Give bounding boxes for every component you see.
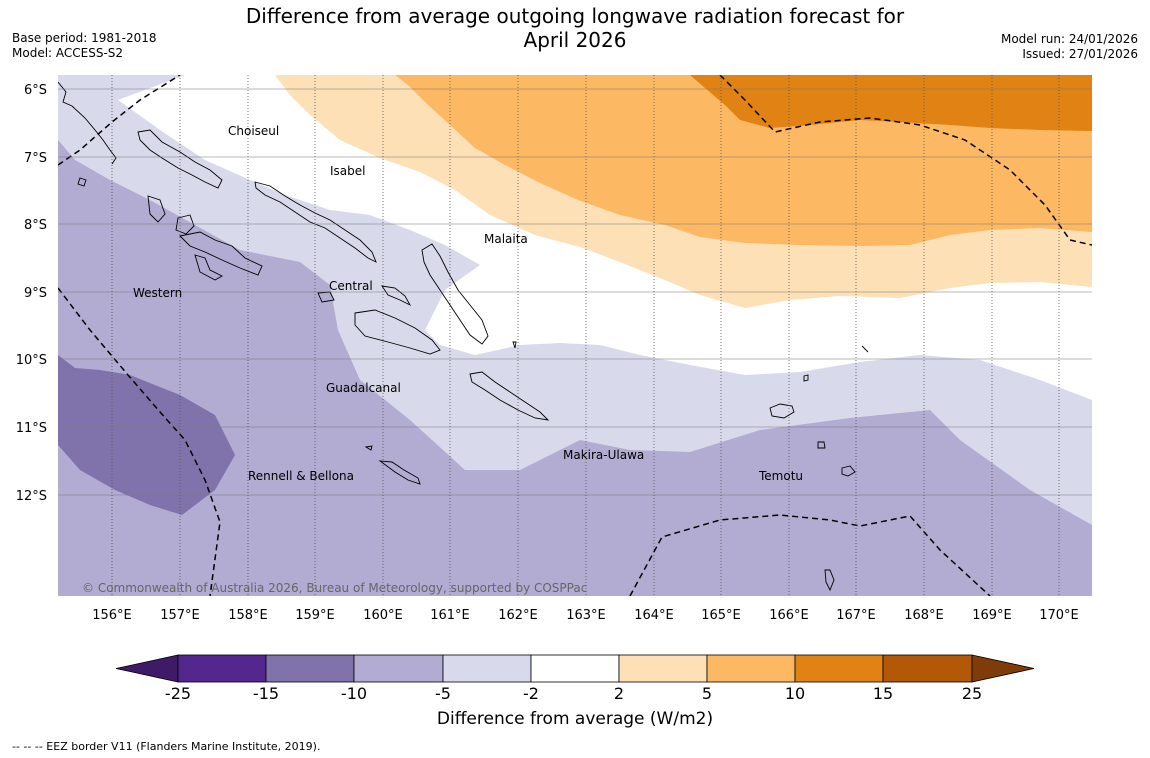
russell-islands — [317, 291, 335, 303]
lon-label: 159°E — [295, 608, 335, 623]
colorbar-tick: 10 — [784, 684, 806, 703]
malaita-island — [421, 243, 489, 345]
map-fields — [58, 75, 1092, 596]
duff-islands — [803, 374, 809, 382]
place-label-central: Central — [329, 279, 373, 293]
latitude-gridlines — [58, 88, 1092, 496]
lat-label: 6°S — [24, 83, 47, 98]
place-label-makira-ulawa: Makira-Ulawa — [563, 448, 644, 462]
lat-label: 9°S — [24, 286, 47, 301]
eez-border-west — [58, 287, 221, 596]
place-label-choiseul: Choiseul — [228, 124, 279, 138]
place-labels: Choiseul Isabel Malaita Western Central … — [133, 124, 803, 483]
lon-label: 170°E — [1039, 608, 1079, 623]
colorbar-extend-low — [115, 654, 179, 683]
colorbar-tick: 2 — [613, 684, 625, 703]
lon-label: 163°E — [566, 608, 606, 623]
place-label-western: Western — [133, 286, 182, 300]
lon-label: 168°E — [904, 608, 944, 623]
lon-label: 167°E — [836, 608, 876, 623]
colorbar-tick: 5 — [701, 684, 713, 703]
eez-footnote: -- -- -- EEZ border V11 (Flanders Marine… — [12, 740, 321, 753]
colorbar-segment — [530, 654, 620, 683]
reef-islands — [861, 345, 869, 353]
lon-label: 166°E — [769, 608, 809, 623]
lat-label: 10°S — [16, 353, 47, 368]
lat-label: 7°S — [24, 151, 47, 166]
issued-date: Issued: 27/01/2026 — [1022, 47, 1138, 61]
lon-label: 160°E — [363, 608, 403, 623]
santa-cruz-island — [769, 403, 795, 419]
meta-left: Base period: 1981-2018 Model: ACCESS-S2 — [12, 31, 157, 61]
place-label-guadalcanal: Guadalcanal — [326, 381, 401, 395]
colorbar-segment — [618, 654, 708, 683]
islands — [58, 81, 869, 592]
new-georgia-island — [179, 231, 263, 276]
rennell-island — [378, 460, 421, 485]
map-title: Difference from average outgoing longwav… — [230, 4, 920, 52]
sikaiana-atoll — [512, 341, 517, 349]
place-label-isabel: Isabel — [330, 164, 365, 178]
eez-border-nw — [58, 75, 181, 166]
place-label-malaita: Malaita — [484, 232, 528, 246]
lon-label: 156°E — [92, 608, 132, 623]
colorbar-tick: 15 — [872, 684, 894, 703]
colorbar-title: Difference from average (W/m2) — [436, 709, 714, 729]
lat-label: 12°S — [16, 489, 47, 504]
florida-islands — [381, 285, 412, 307]
colorbar — [115, 654, 1035, 683]
longitude-labels: 156°E 157°E 158°E 159°E 160°E 161°E 162°… — [92, 608, 1079, 623]
makira-island — [469, 371, 550, 421]
colorbar-segment — [353, 654, 444, 683]
colorbar-segment — [442, 654, 532, 683]
colorbar-extend-high — [971, 654, 1035, 683]
guadalcanal-island — [354, 309, 441, 355]
place-label-temotu: Temotu — [758, 469, 803, 483]
lon-label: 164°E — [634, 608, 674, 623]
colorbar-segment — [265, 654, 355, 683]
shortland-island — [77, 177, 87, 187]
place-label-rennell-bellona: Rennell & Bellona — [248, 469, 354, 483]
meta-right: Model run: 24/01/2026 Issued: 27/01/2026 — [1001, 32, 1138, 62]
kolombangara-island — [175, 214, 195, 235]
colorbar-segment — [177, 654, 267, 683]
eez-border-ne — [719, 75, 1092, 246]
base-period: Base period: 1981-2018 — [12, 31, 157, 45]
colorbar-tick: -25 — [164, 684, 192, 703]
lon-label: 162°E — [498, 608, 538, 623]
lon-label: 165°E — [701, 608, 741, 623]
colorbar-segment — [882, 654, 973, 683]
colorbar-tick: -5 — [435, 684, 451, 703]
band-neg15-neg10 — [58, 355, 235, 515]
colorbar-tick: -10 — [340, 684, 368, 703]
lat-label: 11°S — [16, 421, 47, 436]
lat-label: 8°S — [24, 218, 47, 233]
vanikoro-island — [817, 441, 826, 449]
vella-lavella-island — [147, 195, 166, 223]
eez-borders — [58, 75, 1092, 596]
rendova-island — [194, 254, 223, 281]
lon-label: 169°E — [972, 608, 1012, 623]
colorbar-tick: -15 — [252, 684, 280, 703]
lon-label: 161°E — [430, 608, 470, 623]
colorbar-segment — [794, 654, 884, 683]
isabel-island — [254, 181, 377, 263]
title-line-1: Difference from average outgoing longwav… — [245, 4, 905, 28]
bellona-island — [364, 445, 373, 451]
lon-label: 157°E — [160, 608, 200, 623]
bougainville-coast — [58, 81, 117, 165]
choiseul-island — [137, 129, 223, 189]
colorbar-segment — [706, 654, 796, 683]
lon-label: 158°E — [228, 608, 268, 623]
copyright-notice: © Commonwealth of Australia 2026, Bureau… — [82, 581, 587, 595]
model-run: Model run: 24/01/2026 — [1000, 32, 1138, 46]
tikopia-island — [824, 569, 835, 592]
model-name: Model: ACCESS-S2 — [12, 46, 124, 60]
latitude-labels: 6°S 7°S 8°S 9°S 10°S 11°S 12°S — [16, 83, 47, 504]
title-line-2: April 2026 — [523, 28, 627, 52]
colorbar-tick: 25 — [961, 684, 983, 703]
utupua-island — [841, 465, 856, 477]
colorbar-tick: -2 — [523, 684, 539, 703]
